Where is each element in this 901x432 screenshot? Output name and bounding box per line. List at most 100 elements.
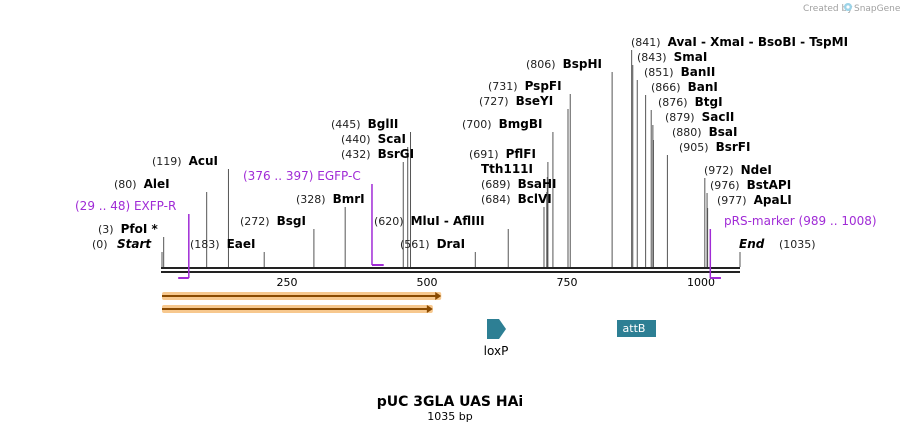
site-bglii[interactable]: (445) BglII [331,117,398,131]
site-name[interactable]: AcuI [189,154,218,168]
site-drai[interactable]: (561) DraI [400,237,465,251]
snapgene-brand: SnapGene [854,4,901,14]
site-bsrfi[interactable]: (905) BsrFI [679,140,750,154]
site-btgi[interactable]: (876) BtgI [658,95,723,109]
site-pspfi[interactable]: (731) PspFI [488,79,562,93]
start-position: (0) [92,238,108,251]
attb-feature[interactable]: attB [617,320,656,337]
site-bsai[interactable]: (880) BsaI [672,125,737,139]
site-position: (700) [462,118,492,131]
snapgene-logo-icon [844,3,852,11]
site-position: (432) [341,148,371,161]
site-name[interactable]: EaeI [227,237,256,251]
end-label: End [739,237,765,251]
site-position: (620) [374,215,404,228]
site-name[interactable]: BstAPI [747,178,792,192]
site-position: (866) [651,81,681,94]
primer-label: pRS-marker (989 .. 1008) [724,214,877,228]
site-banii[interactable]: (851) BanII [644,65,715,79]
site-alei[interactable]: (80) AleI [114,177,170,191]
primer-label: (29 .. 48) EXFP-R [75,199,176,213]
site-name[interactable]: BsrFI [716,140,751,154]
site-name[interactable]: Tth111I [481,162,533,176]
site-bmri[interactable]: (328) BmrI [296,192,365,206]
site-position: (328) [296,193,326,206]
site-name[interactable]: BclVI [518,192,552,206]
end-marker: End (1035) [739,237,816,251]
site-name[interactable]: BsaI [709,125,738,139]
site-name[interactable]: BanI [688,80,718,94]
site-name[interactable]: BsrGI [378,147,415,161]
site-name[interactable]: BglII [368,117,399,131]
end-position: (1035) [779,238,816,251]
site-position: (851) [644,66,674,79]
loxp-arrow[interactable] [487,319,506,339]
site-name[interactable]: PspFI [525,79,562,93]
site-bsgi[interactable]: (272) BsgI [240,214,306,228]
site-position: (880) [672,126,702,139]
site-name[interactable]: BspHI [563,57,602,71]
site-name[interactable]: AleI [144,177,170,191]
site-pfoi[interactable]: (3) PfoI * [98,222,158,236]
site-name[interactable]: NdeI [741,163,772,177]
site-avai-xmai-bsobi-tspmi[interactable]: (841) AvaI - XmaI - BsoBI - TspMI [631,35,848,49]
site-name[interactable]: BsaHI [518,177,557,191]
site-scai[interactable]: (440) ScaI [341,132,406,146]
site-bsrgi[interactable]: (432) BsrGI [341,147,414,161]
orf-arrow[interactable] [162,305,433,313]
site-name[interactable]: PflFI [506,147,536,161]
attb-box[interactable] [617,320,656,337]
site-position: (876) [658,96,688,109]
site-bsphi[interactable]: (806) BspHI [526,57,602,71]
site-name[interactable]: PfoI * [121,222,159,236]
site-name[interactable]: SacII [702,110,735,124]
primer-egfp-c[interactable]: (376 .. 397) EGFP-C [243,169,384,266]
loxp-feature[interactable]: loxP [484,319,509,358]
site-position: (80) [114,178,137,191]
site-name[interactable]: BseYI [516,94,554,108]
site-sacii[interactable]: (879) SacII [665,110,734,124]
site-name[interactable]: BmrI [333,192,365,206]
map-length: 1035 bp [427,410,472,423]
primer-label: (376 .. 397) EGFP-C [243,169,361,183]
site-pflfi[interactable]: (691) PflFI [469,147,536,161]
tick-label-500: 500 [417,276,438,289]
attb-label: attB [623,322,646,335]
site-smai[interactable]: (843) SmaI [637,50,707,64]
site-acui[interactable]: (119) AcuI [152,154,218,168]
site-name[interactable]: DraI [437,237,465,251]
site-position: (689) [481,178,511,191]
site-name[interactable]: BtgI [695,95,723,109]
site-name[interactable]: BmgBI [499,117,543,131]
site-position: (806) [526,58,556,71]
site-bseyi[interactable]: (727) BseYI [479,94,553,108]
primer-prs-marker[interactable]: pRS-marker (989 .. 1008) [709,214,877,279]
site-name[interactable]: BsgI [277,214,306,228]
site-bsahi[interactable]: (689) BsaHI [481,177,557,191]
site-name[interactable]: MluI - AflIII [411,214,485,228]
site-tth111i[interactable]: Tth111I [481,162,533,176]
site-name[interactable]: AvaI - XmaI - BsoBI - TspMI [668,35,848,49]
site-name[interactable]: ApaLI [754,193,792,207]
site-apali[interactable]: (977) ApaLI [717,193,792,207]
site-bclvi[interactable]: (684) BclVI [481,192,552,206]
site-position: (879) [665,111,695,124]
orf-arrow[interactable] [162,292,442,300]
site-bmgbi[interactable]: (700) BmgBI [462,117,542,131]
site-position: (440) [341,133,371,146]
site-name[interactable]: ScaI [378,132,406,146]
site-bstapi[interactable]: (976) BstAPI [710,178,791,192]
site-name[interactable]: BanII [681,65,716,79]
site-bani[interactable]: (866) BanI [651,80,718,94]
sequence-ends: (0) Start End (1035) [92,237,816,251]
tick-label-250: 250 [277,276,298,289]
site-mlui-afliii[interactable]: (620) MluI - AflIII [374,214,485,228]
site-position: (905) [679,141,709,154]
primer-exfp-r[interactable]: (29 .. 48) EXFP-R [75,199,190,279]
site-name[interactable]: SmaI [674,50,708,64]
site-position: (272) [240,215,270,228]
site-position: (445) [331,118,361,131]
site-ndei[interactable]: (972) NdeI [704,163,772,177]
site-eaei[interactable]: (183) EaeI [190,237,256,251]
